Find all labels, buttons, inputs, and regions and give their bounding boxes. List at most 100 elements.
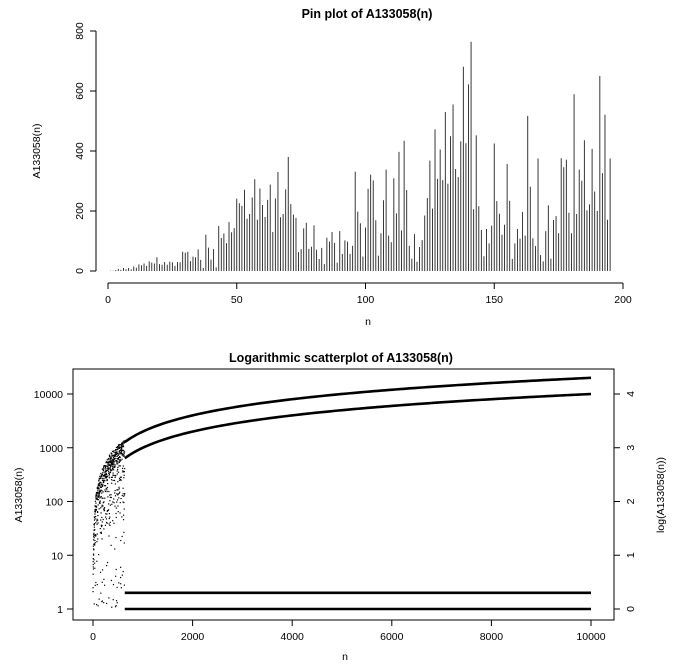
log-point bbox=[99, 507, 102, 509]
log-point bbox=[92, 573, 94, 575]
log-point bbox=[101, 600, 104, 602]
log-point bbox=[123, 449, 125, 452]
log-point bbox=[121, 453, 124, 455]
log-point bbox=[93, 537, 95, 539]
log-point bbox=[102, 505, 104, 507]
log-point bbox=[102, 518, 104, 521]
log-point bbox=[102, 475, 105, 477]
log-point bbox=[95, 509, 97, 511]
log-point bbox=[98, 508, 100, 510]
log-point bbox=[103, 507, 106, 509]
log-point bbox=[108, 503, 110, 505]
log-point bbox=[104, 485, 107, 487]
log-point bbox=[100, 472, 102, 475]
log-x-ticks: 0 2000 4000 6000 8000 10000 bbox=[90, 620, 606, 643]
log-point bbox=[110, 465, 112, 467]
log-point bbox=[122, 470, 124, 472]
log-point bbox=[102, 491, 104, 493]
log-point bbox=[103, 464, 106, 467]
log-point bbox=[97, 515, 99, 517]
log-point bbox=[119, 460, 121, 462]
log-point bbox=[116, 586, 118, 589]
log-point bbox=[117, 458, 119, 460]
log-point bbox=[120, 479, 122, 481]
log-point bbox=[113, 459, 115, 461]
log-point bbox=[102, 484, 104, 487]
log-point bbox=[97, 605, 99, 607]
log-point bbox=[118, 456, 121, 458]
log-point bbox=[93, 559, 95, 561]
log-point bbox=[94, 506, 96, 508]
log-point bbox=[120, 587, 122, 589]
log-point bbox=[116, 451, 118, 453]
log-point bbox=[96, 523, 98, 525]
log-point bbox=[97, 519, 99, 521]
log-point bbox=[114, 548, 116, 550]
log-point bbox=[115, 507, 117, 509]
log-point bbox=[113, 479, 116, 482]
log-point bbox=[123, 531, 125, 534]
log-point bbox=[122, 446, 125, 448]
log-point bbox=[119, 453, 121, 455]
log-y-tick-label: 10 bbox=[51, 550, 63, 562]
log-point bbox=[98, 501, 101, 503]
log-point bbox=[96, 541, 98, 543]
log-point bbox=[96, 494, 98, 497]
log-point bbox=[94, 508, 97, 510]
log-point bbox=[98, 491, 100, 494]
log-point bbox=[109, 469, 112, 471]
log-point bbox=[109, 471, 112, 473]
log-point bbox=[121, 458, 123, 460]
log-point bbox=[107, 483, 109, 485]
log-point bbox=[105, 521, 108, 524]
log-point bbox=[109, 516, 111, 518]
log-point bbox=[118, 461, 120, 464]
log-point bbox=[120, 449, 122, 451]
log-point bbox=[122, 455, 125, 457]
log-point bbox=[110, 544, 112, 546]
log-point bbox=[120, 446, 123, 448]
log-point bbox=[96, 511, 99, 513]
log-point bbox=[116, 452, 118, 455]
log-point bbox=[104, 524, 107, 526]
log-point bbox=[106, 473, 108, 476]
log-point bbox=[104, 465, 106, 467]
log-point bbox=[101, 492, 103, 494]
log-point bbox=[108, 473, 111, 476]
log-point bbox=[98, 502, 101, 504]
log-point bbox=[114, 463, 116, 466]
log-point bbox=[119, 478, 122, 481]
log-point bbox=[119, 456, 121, 458]
log-point bbox=[100, 524, 102, 526]
log-point bbox=[117, 466, 119, 468]
log-point bbox=[108, 477, 110, 479]
log-point bbox=[123, 477, 125, 479]
log-point bbox=[121, 495, 123, 497]
log-point bbox=[109, 458, 111, 461]
log-point bbox=[113, 451, 115, 454]
log-point bbox=[94, 584, 96, 586]
log-point bbox=[106, 522, 108, 524]
log-point bbox=[105, 470, 107, 472]
log-point bbox=[93, 519, 96, 521]
log-point bbox=[120, 459, 122, 462]
log-point bbox=[105, 513, 107, 515]
log-point bbox=[100, 477, 102, 479]
log-point bbox=[121, 445, 123, 447]
log-point bbox=[118, 477, 121, 480]
log-point bbox=[102, 470, 105, 472]
log-point bbox=[117, 468, 119, 471]
log-x-tick-label: 6000 bbox=[380, 631, 404, 643]
log-point bbox=[119, 465, 121, 467]
pin-y-tick-label: 600 bbox=[74, 82, 86, 100]
log-point bbox=[118, 582, 120, 584]
log-point bbox=[99, 485, 101, 487]
log-point bbox=[116, 455, 118, 457]
log-point bbox=[95, 535, 97, 537]
log-point bbox=[92, 553, 95, 555]
log-point bbox=[95, 491, 98, 494]
log-point bbox=[111, 468, 114, 470]
log-point bbox=[119, 476, 122, 478]
log-point bbox=[113, 462, 115, 464]
